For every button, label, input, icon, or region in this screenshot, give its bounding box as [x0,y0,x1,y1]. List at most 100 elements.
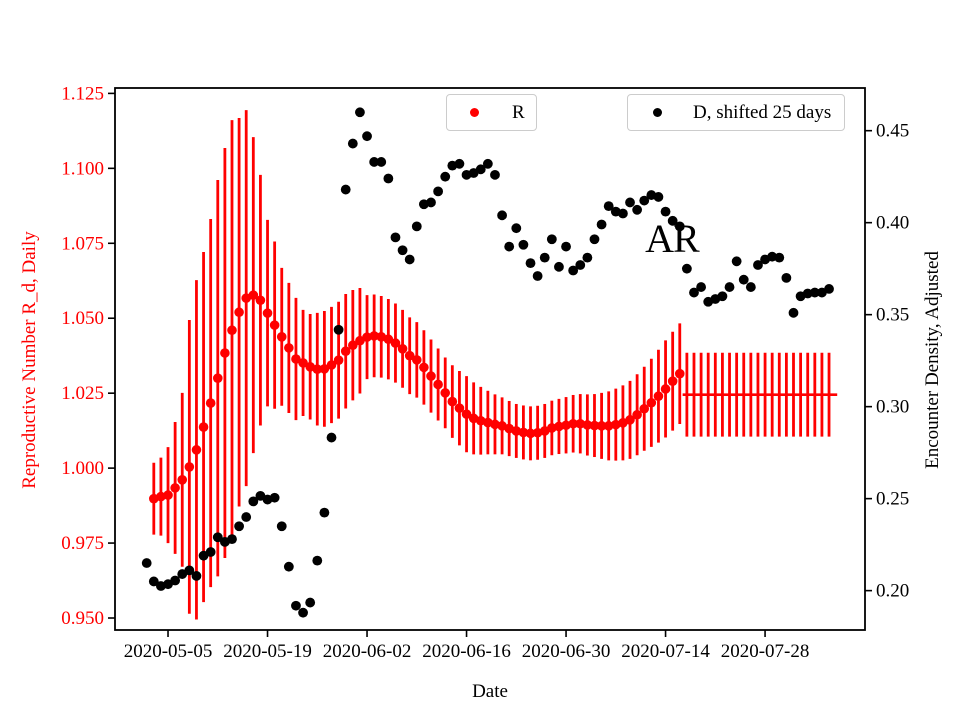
d-point [212,532,223,543]
d-point [589,234,600,245]
d-point [582,252,593,263]
r-point [220,348,230,358]
d-point [667,215,678,226]
d-point [440,171,451,182]
left-tick-label: 1.000 [61,458,104,479]
d-point [347,138,358,149]
d-point [497,210,507,221]
d-point [788,307,799,318]
d-point [625,197,635,208]
left-tick-label: 0.950 [61,608,104,629]
r-point [674,368,685,379]
d-point [291,600,301,611]
r-point [390,338,401,348]
d-point [205,547,216,557]
d-point [148,576,159,587]
d-point [774,252,785,263]
r-point [198,422,209,432]
d-point [269,492,280,503]
x-tick-label: 2020-07-28 [721,641,810,662]
d-point [482,158,493,169]
r-point [433,379,443,390]
d-point [141,558,152,568]
right-tick-label: 0.20 [876,581,909,602]
d-point [170,575,181,586]
r-point [326,360,337,370]
d-point [383,173,394,184]
d-point [298,607,308,618]
r-point [269,320,280,330]
r-point [291,354,301,364]
legend-r-dot-icon [470,108,479,117]
d-point [660,206,671,217]
d-point [539,252,550,263]
left-tick-label: 1.075 [61,233,104,254]
d-point [490,169,500,180]
r-point [205,398,216,408]
d-point [525,258,536,269]
right-tick-label: 0.45 [876,121,909,142]
r-point [355,335,365,346]
r-point [191,445,202,455]
r-point [447,396,458,407]
d-point [404,254,415,265]
d-point [355,107,365,118]
r-point [625,415,635,425]
x-tick-label: 2020-05-19 [223,641,312,662]
d-point [504,241,515,252]
r-point [575,418,586,429]
r-point [518,427,529,438]
d-point [802,288,813,299]
r-point [262,308,273,318]
right-tick-label: 0.30 [876,397,909,418]
r-point [212,373,223,383]
d-point [362,131,372,142]
d-point [731,256,742,267]
d-point [312,555,323,566]
d-point [767,251,778,262]
left-tick-label: 1.125 [61,83,104,104]
d-point [575,260,586,270]
r-point [333,355,344,365]
d-point [369,157,380,167]
r-point [397,344,408,354]
d-point [241,512,252,522]
d-point [511,223,522,234]
d-point [411,221,422,232]
r-point [227,325,237,336]
d-point [653,192,664,202]
r-point [440,388,451,398]
r-point [383,334,394,345]
d-point [191,571,202,581]
legend-d-dot-icon [653,108,662,117]
r-point [362,332,372,342]
right-tick-label: 0.25 [876,489,909,510]
d-point [397,245,408,256]
r-point [419,362,429,373]
r-point [319,364,330,374]
x-tick-label: 2020-05-05 [124,641,213,662]
r-point [589,420,600,431]
left-tick-label: 1.025 [61,383,104,404]
d-point [689,287,699,298]
left-tick-label: 1.100 [61,158,104,179]
legend-r: R [446,94,537,131]
d-point [681,263,692,274]
right-axis-title: Encounter Density, Adjusted [922,251,943,469]
r-point [248,290,259,300]
d-point [305,597,316,608]
legend-r-label: R [512,101,525,123]
r-point [632,409,642,420]
r-point [411,355,422,365]
d-point [745,282,756,292]
annotation-text: AR [645,216,700,262]
r-point [596,421,607,431]
d-point [319,507,330,518]
r-point [454,403,465,413]
r-point [340,346,351,357]
d-point [724,282,735,292]
r-point [646,397,657,408]
right-tick-label: 0.40 [876,213,909,234]
d-point [696,282,706,292]
r-point [298,358,308,368]
